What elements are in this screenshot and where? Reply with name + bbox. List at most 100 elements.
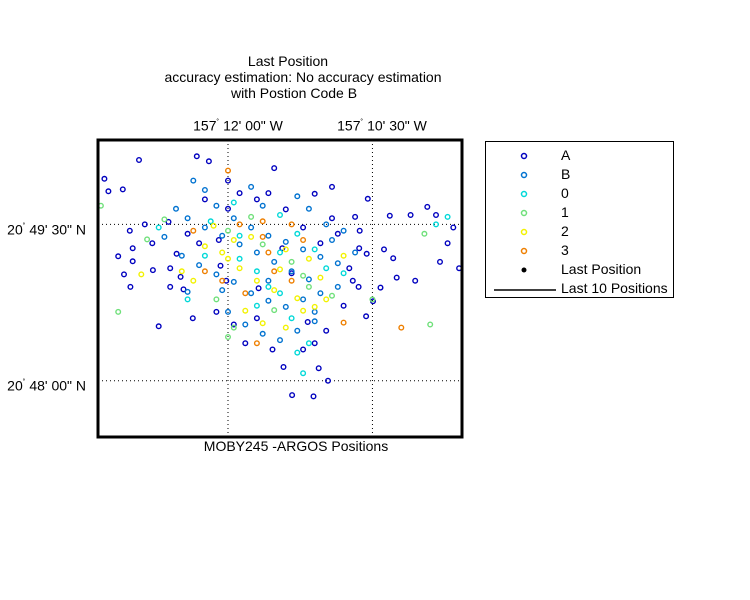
data-point-0 [201, 252, 208, 259]
data-point-a [300, 346, 307, 353]
data-point-2 [282, 246, 289, 253]
data-point-b [259, 202, 266, 209]
data-point-b [334, 260, 341, 267]
data-point-0 [184, 296, 191, 303]
data-point-2 [248, 233, 255, 240]
data-point-b [305, 276, 312, 283]
data-point-a [129, 258, 136, 265]
data-point-a [165, 218, 172, 225]
data-point-b [248, 183, 255, 190]
chart-title-line-3: with Postion Code B [230, 85, 358, 101]
legend-label: A [561, 147, 571, 163]
data-point-b [265, 232, 272, 239]
data-point-b [311, 318, 318, 325]
data-point-b [288, 268, 295, 275]
data-point-1 [248, 213, 255, 220]
data-point-a [167, 265, 174, 272]
y-tick-deg: 20 [7, 377, 23, 394]
data-point-a [437, 258, 444, 265]
data-point-1 [224, 334, 231, 341]
data-point-3 [219, 277, 226, 284]
data-point-a [236, 190, 243, 197]
data-point-a [205, 158, 212, 165]
data-point-1 [300, 272, 307, 279]
legend-label: 1 [561, 204, 569, 220]
data-point-3 [288, 277, 295, 284]
data-point-a [381, 246, 388, 253]
data-point-b [317, 290, 324, 297]
data-point-a [311, 340, 318, 347]
data-point-1 [115, 308, 122, 315]
data-point-2 [190, 277, 197, 284]
data-point-a [177, 273, 184, 280]
data-point-0 [311, 246, 318, 253]
data-point-a [386, 212, 393, 219]
data-point-0 [207, 218, 214, 225]
data-point-1 [305, 283, 312, 290]
data-point-b [352, 249, 359, 256]
data-point-b [300, 246, 307, 253]
data-point-a [323, 327, 330, 334]
data-point-a [129, 245, 136, 252]
data-point-b [248, 290, 255, 297]
data-point-b [323, 221, 330, 228]
legend-marker [520, 190, 528, 198]
data-point-2 [259, 320, 266, 327]
data-point-a [364, 195, 371, 202]
data-point-a [329, 215, 336, 222]
data-point-b [201, 186, 208, 193]
data-point-a [356, 227, 363, 234]
data-point-1 [427, 321, 434, 328]
legend-label: Last 10 Positions [561, 280, 668, 296]
data-point-a [334, 230, 341, 237]
data-point-0 [155, 224, 162, 231]
data-point-a [356, 245, 363, 252]
data-point-2 [317, 274, 324, 281]
data-point-3 [242, 290, 249, 297]
data-point-a [363, 313, 370, 320]
x-tick-deg: 157 [193, 117, 217, 134]
data-point-2 [236, 265, 243, 272]
data-point-2 [271, 287, 278, 294]
data-point-b [230, 215, 237, 222]
data-point-3 [265, 249, 272, 256]
data-point-a [407, 211, 414, 218]
legend-label: 0 [561, 185, 569, 201]
data-point-2 [242, 307, 249, 314]
data-point-a [304, 319, 311, 326]
data-point-a [189, 315, 196, 322]
legend-label: 2 [561, 223, 569, 239]
data-point-3 [300, 236, 307, 243]
data-point-a [184, 230, 191, 237]
data-point-b [248, 224, 255, 231]
data-point-b [184, 215, 191, 222]
data-point-2 [219, 249, 226, 256]
data-point-b [294, 193, 301, 200]
data-point-3 [190, 227, 197, 234]
y-tick-min: 49' 30" N [29, 221, 86, 238]
data-point-a [444, 240, 451, 247]
data-point-0 [294, 349, 301, 356]
data-point-1 [230, 324, 237, 331]
y-tick-label: 20˚ 48' 00" N [7, 377, 86, 394]
data-point-0 [288, 315, 295, 322]
legend-label: Last Position [561, 261, 642, 277]
data-point-b [242, 321, 249, 328]
data-point-0 [230, 199, 237, 206]
data-point-1 [213, 296, 220, 303]
y-tick-label: 20˚ 49' 30" N [7, 221, 86, 238]
legend-item-b: B [486, 165, 673, 184]
data-point-a [149, 267, 156, 274]
data-point-a [310, 393, 317, 400]
legend-marker [521, 267, 527, 273]
data-point-0 [340, 270, 347, 277]
data-point-a [255, 285, 262, 292]
data-point-a [253, 196, 260, 203]
legend-item-a: A [486, 146, 673, 165]
data-point-1 [288, 258, 295, 265]
data-point-a [149, 240, 156, 247]
data-point-a [352, 213, 359, 220]
data-point-b [190, 177, 197, 184]
legend-label: 3 [561, 242, 569, 258]
data-point-a [329, 183, 336, 190]
